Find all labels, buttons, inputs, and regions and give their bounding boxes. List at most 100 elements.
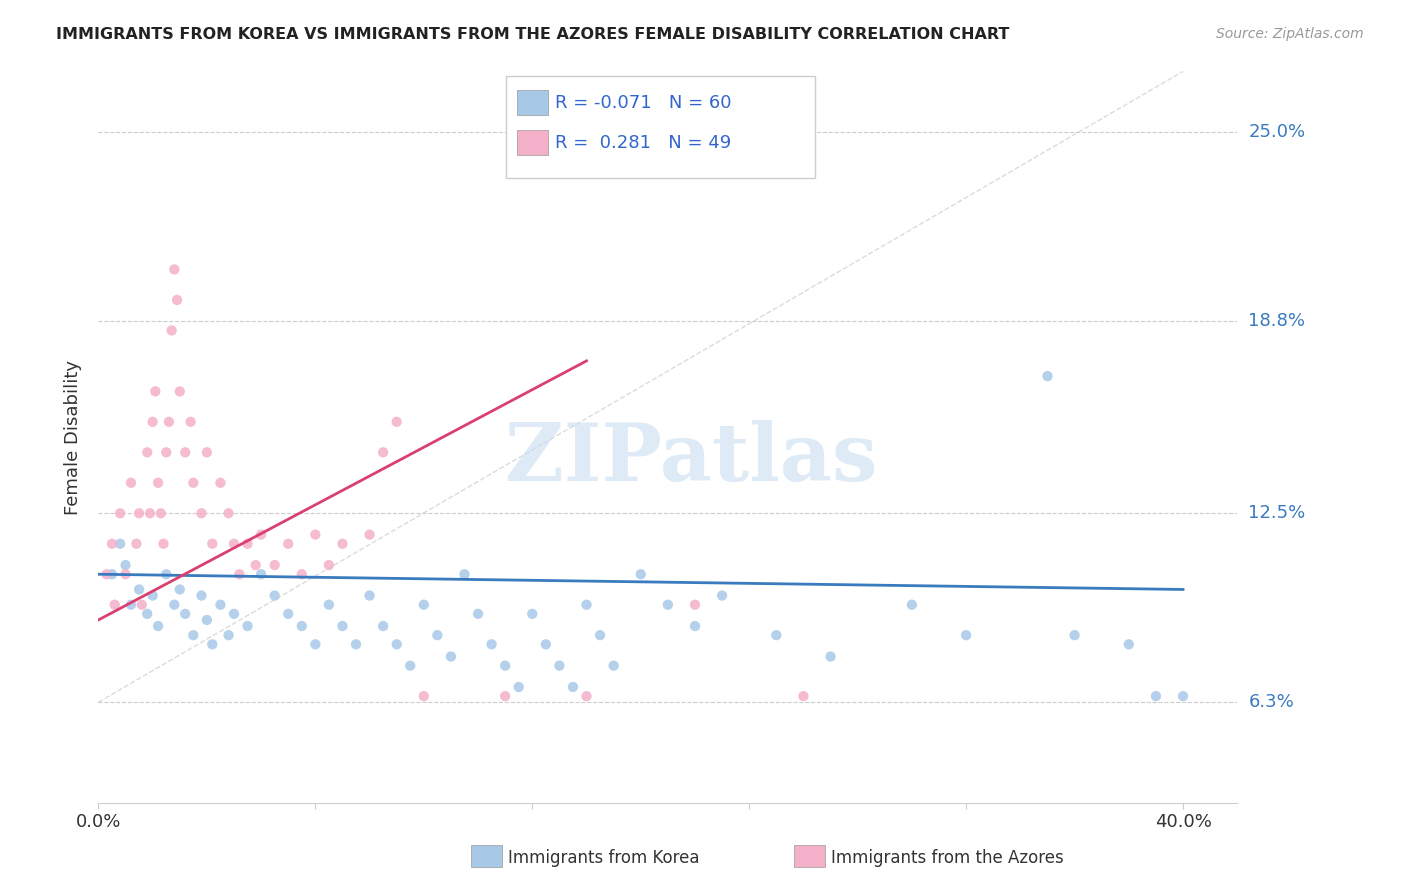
Point xyxy=(125,537,148,551)
Text: IMMIGRANTS FROM KOREA VS IMMIGRANTS FROM THE AZORES FEMALE DISABILITY CORRELATIO: IMMIGRANTS FROM KOREA VS IMMIGRANTS FROM… xyxy=(56,27,1010,42)
Point xyxy=(104,598,127,612)
Point xyxy=(711,589,734,603)
Point xyxy=(120,598,142,612)
Point xyxy=(955,628,977,642)
Point xyxy=(250,527,273,541)
Point xyxy=(412,598,434,612)
Point xyxy=(166,293,188,307)
Point xyxy=(562,680,585,694)
Point xyxy=(108,537,131,551)
Point xyxy=(174,607,197,621)
Text: 6.3%: 6.3% xyxy=(1249,693,1294,711)
Point xyxy=(332,537,354,551)
Text: Source: ZipAtlas.com: Source: ZipAtlas.com xyxy=(1216,27,1364,41)
Point xyxy=(195,613,218,627)
Point xyxy=(174,445,197,459)
Point xyxy=(426,628,449,642)
Point xyxy=(602,658,624,673)
Point xyxy=(263,558,285,573)
Point xyxy=(145,384,167,399)
Point xyxy=(190,589,212,603)
Point xyxy=(385,637,408,651)
Point xyxy=(494,658,516,673)
Point xyxy=(201,637,224,651)
Point xyxy=(277,537,299,551)
Point xyxy=(190,506,212,520)
Point xyxy=(575,598,598,612)
Point xyxy=(146,619,169,633)
Point xyxy=(548,658,571,673)
Point xyxy=(250,567,273,582)
Point xyxy=(157,415,180,429)
Point xyxy=(467,607,489,621)
Point xyxy=(228,567,250,582)
Point xyxy=(169,384,191,399)
Point xyxy=(291,619,314,633)
Point xyxy=(155,567,177,582)
Point xyxy=(1171,689,1194,703)
Point xyxy=(630,567,652,582)
Point xyxy=(683,619,706,633)
Point xyxy=(222,537,245,551)
Point xyxy=(146,475,169,490)
Point xyxy=(160,323,183,337)
Point xyxy=(494,689,516,703)
Point xyxy=(142,589,165,603)
Point xyxy=(344,637,367,651)
Point xyxy=(1063,628,1085,642)
Point xyxy=(114,558,136,573)
Point xyxy=(108,506,131,520)
Point xyxy=(1118,637,1140,651)
Point xyxy=(318,598,340,612)
Point xyxy=(291,567,314,582)
Point xyxy=(332,619,354,633)
Point xyxy=(683,598,706,612)
Y-axis label: Female Disability: Female Disability xyxy=(65,359,83,515)
Point xyxy=(180,415,202,429)
Point xyxy=(101,567,124,582)
Point xyxy=(657,598,679,612)
Point xyxy=(183,475,205,490)
Point xyxy=(155,445,177,459)
Point xyxy=(152,537,174,551)
Point xyxy=(131,598,153,612)
Text: 18.8%: 18.8% xyxy=(1249,312,1305,330)
Point xyxy=(575,689,598,703)
Text: R = -0.071   N = 60: R = -0.071 N = 60 xyxy=(555,94,733,112)
Point xyxy=(114,567,136,582)
Point xyxy=(371,619,394,633)
Point xyxy=(222,607,245,621)
Text: 12.5%: 12.5% xyxy=(1249,504,1306,523)
Point xyxy=(440,649,463,664)
Point xyxy=(209,475,232,490)
Point xyxy=(371,445,394,459)
Text: R =  0.281   N = 49: R = 0.281 N = 49 xyxy=(555,134,731,152)
Point xyxy=(149,506,172,520)
Point xyxy=(385,415,408,429)
Point xyxy=(304,527,326,541)
Point xyxy=(522,607,544,621)
Point xyxy=(142,415,165,429)
Point xyxy=(236,619,259,633)
Point xyxy=(96,567,118,582)
Point xyxy=(195,445,218,459)
Point xyxy=(792,689,814,703)
Point xyxy=(508,680,530,694)
Point xyxy=(1036,369,1059,384)
Point xyxy=(245,558,267,573)
Text: 25.0%: 25.0% xyxy=(1249,123,1306,141)
Point xyxy=(453,567,475,582)
Point xyxy=(263,589,285,603)
Point xyxy=(120,475,142,490)
Point xyxy=(359,589,381,603)
Point xyxy=(412,689,434,703)
Point xyxy=(101,537,124,551)
Point xyxy=(304,637,326,651)
Text: Immigrants from Korea: Immigrants from Korea xyxy=(508,849,699,867)
Point xyxy=(481,637,503,651)
Text: ZIPatlas: ZIPatlas xyxy=(505,420,877,498)
Point xyxy=(139,506,162,520)
Point xyxy=(534,637,557,651)
Text: Immigrants from the Azores: Immigrants from the Azores xyxy=(831,849,1064,867)
Point xyxy=(163,598,186,612)
